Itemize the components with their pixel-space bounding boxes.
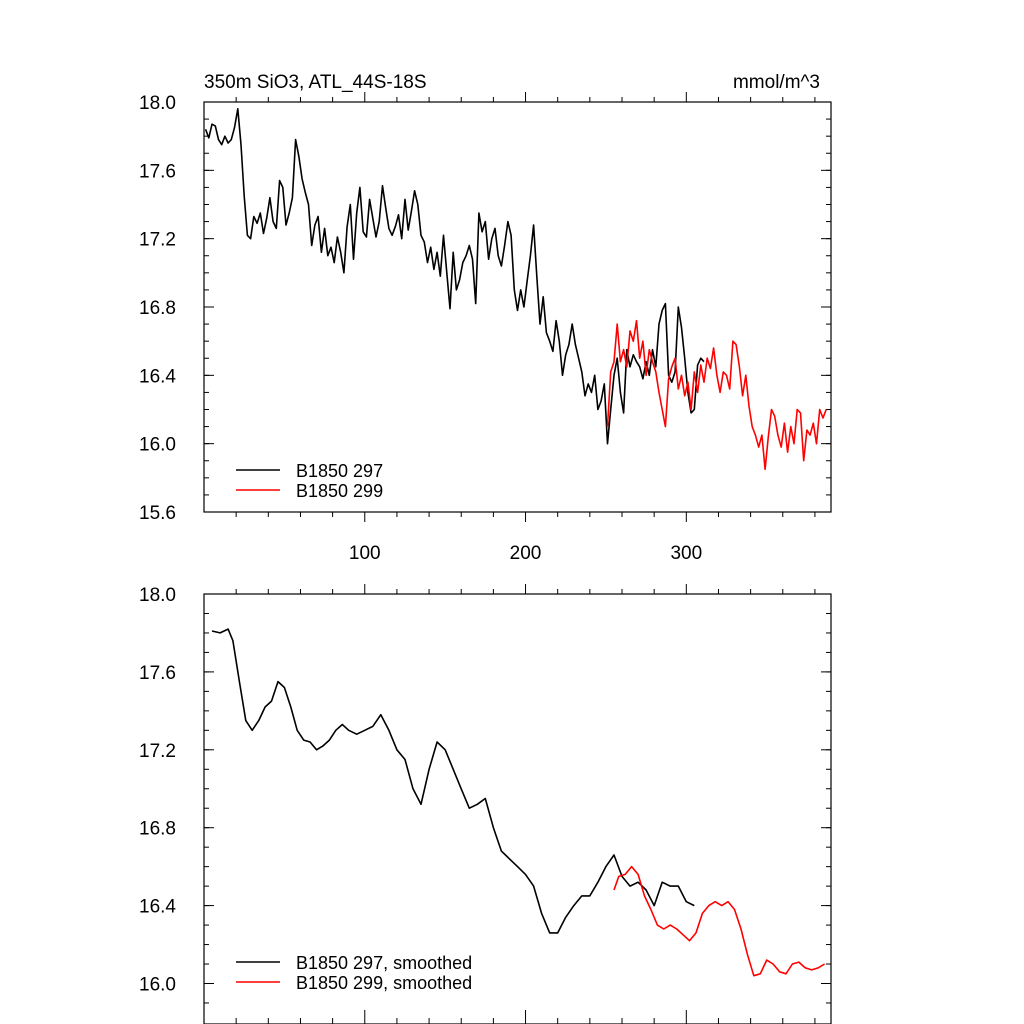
x-tick-label: 200: [510, 543, 542, 564]
y-tick-label: 17.6: [139, 161, 176, 182]
axis-ticks: 16.0 16.4 16.8 17.2 17.6 18.0: [139, 584, 831, 1024]
y-tick-label: 16.0: [139, 435, 176, 456]
chart-title: 350m SiO3, ATL_44S-18S: [204, 72, 427, 93]
units-label: mmol/m^3: [733, 72, 820, 93]
y-tick-label: 17.2: [139, 230, 176, 251]
y-tick-label: 16.8: [139, 819, 176, 840]
y-tick-label: 17.6: [139, 663, 176, 684]
legend-label-0: B1850 297, smoothed: [296, 953, 472, 973]
y-tick-label: 18.0: [139, 93, 176, 114]
series-group: [212, 629, 825, 976]
y-tick-label: 16.4: [139, 897, 176, 918]
series-group: [206, 109, 827, 470]
y-tick-label: 18.0: [139, 585, 176, 606]
legend: B1850 297 B1850 299: [236, 461, 383, 501]
legend-label-1: B1850 299: [296, 481, 383, 501]
series-line-0: [212, 629, 694, 933]
legend-label-0: B1850 297: [296, 461, 383, 481]
series-line-1: [614, 867, 825, 976]
series-line-0: [206, 109, 704, 444]
top-panel: 350m SiO3, ATL_44S-18S mmol/m^3 15.6 16.0…: [139, 72, 831, 564]
series-line-1: [608, 321, 827, 470]
y-tick-label: 16.4: [139, 366, 176, 387]
y-tick-label: 17.2: [139, 741, 176, 762]
x-tick-label: 300: [670, 543, 702, 564]
bottom-panel: 16.0 16.4 16.8 17.2 17.6 18.0 B1850 297, smoo…: [139, 584, 831, 1024]
legend: B1850 297, smoothed B1850 299, smoothed: [236, 953, 472, 993]
y-tick-label: 16.0: [139, 975, 176, 996]
y-tick-label: 15.6: [139, 503, 176, 524]
x-tick-label: 100: [349, 543, 381, 564]
y-tick-label: 16.8: [139, 298, 176, 319]
legend-label-1: B1850 299, smoothed: [296, 973, 472, 993]
